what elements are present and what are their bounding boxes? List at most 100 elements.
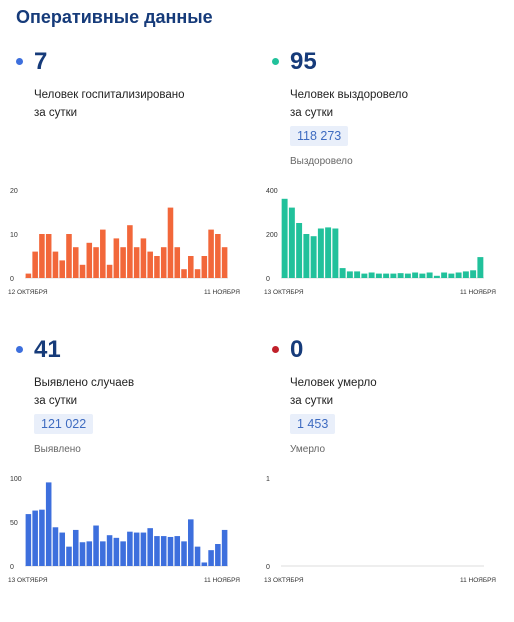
bar (66, 234, 72, 278)
bar (113, 537, 120, 566)
bar (361, 273, 368, 278)
bar (310, 236, 317, 278)
total-caption: Умерло (290, 444, 326, 455)
bar (32, 510, 38, 566)
stat-label: Выявлено случаев за сутки (34, 374, 234, 410)
bar (72, 529, 79, 566)
bar (127, 225, 133, 278)
bar (127, 531, 133, 566)
bar (181, 541, 187, 566)
bar (303, 234, 310, 278)
bar (404, 273, 411, 278)
bar (296, 223, 303, 278)
bar (25, 514, 32, 566)
x-end-label: 11 НОЯБРЯ (204, 289, 240, 296)
bar (52, 251, 59, 278)
stat-value: 0 (290, 336, 304, 363)
bar (346, 271, 353, 278)
bar (93, 525, 99, 566)
bar (215, 544, 221, 566)
recovered-bar-chart: 0 200 400 13 ОКТЯБРЯ 11 НОЯБРЯ (264, 188, 496, 296)
total-caption: Выявлено (34, 444, 81, 455)
bar (79, 264, 86, 278)
bar (390, 273, 397, 278)
stat-value: 95 (290, 48, 317, 75)
bar (194, 546, 201, 566)
bar (354, 271, 361, 278)
stat-panel-hospitalized: 7 Человек госпитализировано за сутки 0 10… (8, 44, 248, 334)
bar (52, 527, 59, 566)
bar (441, 272, 448, 278)
stat-value: 7 (34, 48, 48, 75)
bar (93, 247, 99, 278)
bar (66, 546, 72, 566)
bar (167, 536, 174, 566)
bar (100, 541, 106, 566)
stat-label-line: Выявлено случаев (34, 377, 135, 389)
bar (79, 542, 86, 566)
bar (160, 247, 167, 278)
stat-label-line: за сутки (34, 395, 78, 407)
bar (106, 535, 113, 566)
bar (133, 247, 140, 278)
bar (72, 247, 79, 278)
stat-label-line: Человек умерло (290, 377, 377, 389)
bar (147, 528, 153, 566)
x-start-label: 12 ОКТЯБРЯ (8, 289, 48, 296)
bar (120, 247, 126, 278)
bar (133, 532, 140, 566)
x-end-label: 11 НОЯБРЯ (460, 289, 496, 296)
bar (462, 271, 469, 278)
bar (477, 257, 484, 278)
stat-label: Человек умерло за сутки (290, 374, 490, 410)
indicator-dot (272, 58, 279, 65)
bar (39, 234, 45, 278)
bar (419, 273, 426, 278)
stat-panel-recovered: 95 Человек выздоровело за сутки 118 273 … (264, 44, 504, 334)
deaths-bar-chart: 0 1 13 ОКТЯБРЯ 11 НОЯБРЯ (264, 476, 496, 584)
bar (288, 207, 295, 278)
total-count-badge: 118 273 (290, 126, 349, 146)
bar (325, 227, 332, 278)
stat-label-line: за сутки (290, 395, 334, 407)
bar (375, 273, 382, 278)
y-tick-label: 20 (10, 188, 18, 195)
bar (188, 519, 194, 566)
bar (201, 562, 208, 566)
y-tick-label: 0 (10, 276, 14, 283)
bar (59, 532, 65, 566)
bar (368, 272, 375, 278)
bar (383, 273, 390, 278)
bar (397, 273, 404, 278)
bar (106, 264, 113, 278)
bar (188, 256, 194, 278)
bar (221, 529, 228, 566)
bar (25, 273, 32, 278)
bar (160, 536, 167, 566)
bar (174, 247, 181, 278)
stat-value: 41 (34, 336, 61, 363)
total-count-badge: 121 022 (34, 414, 94, 434)
bar (32, 251, 38, 278)
stat-label-line: Человек госпитализировано (34, 89, 185, 101)
bar (470, 270, 477, 278)
bar (208, 550, 214, 566)
bar (140, 532, 147, 566)
bar (45, 234, 52, 278)
y-tick-label: 50 (10, 520, 18, 527)
x-start-label: 13 ОКТЯБРЯ (264, 289, 304, 296)
stat-panel-cases: 41 Выявлено случаев за сутки 121 022 Выя… (8, 332, 248, 622)
x-start-label: 13 ОКТЯБРЯ (8, 577, 48, 584)
y-tick-label: 1 (266, 476, 270, 483)
y-tick-label: 0 (10, 564, 14, 571)
bar (59, 260, 65, 278)
bar (208, 229, 214, 278)
bar (45, 482, 52, 566)
bar (86, 242, 93, 278)
bar (412, 272, 419, 278)
bar (154, 536, 160, 566)
stat-label-line: за сутки (290, 107, 334, 119)
bar (39, 509, 45, 566)
total-caption: Выздоровело (290, 156, 353, 167)
bar (194, 269, 201, 278)
